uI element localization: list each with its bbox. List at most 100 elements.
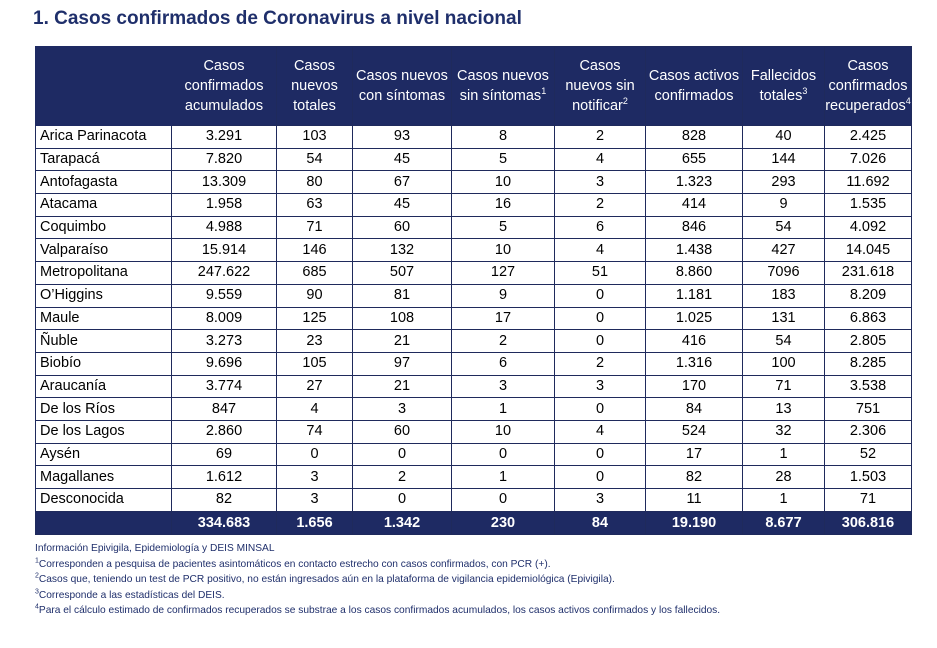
value-cell: 0 — [451, 488, 555, 512]
footnote-number: 2 — [35, 572, 39, 580]
value-cell: 144 — [742, 147, 825, 172]
footnote-line: Información Epivigila, Epidemiología y D… — [35, 541, 720, 557]
footnote-number: 4 — [35, 603, 39, 611]
value-cell: 4 — [554, 238, 646, 263]
table-row: Arica Parinacota 3.291 103 93 8 2 828 40 2.425 — [35, 125, 912, 149]
value-cell: 81 — [352, 283, 452, 308]
column-header: Fallecidos totales3 — [742, 46, 825, 126]
region-name-cell: Antofagasta — [35, 170, 172, 195]
value-cell: 3 — [276, 465, 353, 489]
value-cell: 71 — [824, 488, 912, 512]
column-header: Casos activos confirmados — [645, 46, 743, 126]
value-cell: 3 — [352, 397, 452, 421]
footnote-marker: 2 — [622, 96, 628, 107]
value-cell: 416 — [645, 329, 743, 353]
value-cell: 0 — [554, 329, 646, 353]
value-cell: 1.316 — [645, 351, 743, 376]
value-cell: 105 — [276, 351, 353, 376]
value-cell: 1.535 — [824, 193, 912, 217]
value-cell: 14.045 — [824, 238, 912, 263]
total-value-cell: 306.816 — [824, 510, 912, 535]
value-cell: 4 — [554, 419, 646, 444]
region-name-cell: Desconocida — [35, 488, 172, 512]
value-cell: 3 — [554, 374, 646, 399]
value-cell: 0 — [554, 306, 646, 331]
value-cell: 82 — [645, 465, 743, 489]
table-row: De los Ríos 847 4 3 1 0 84 13 751 — [35, 397, 912, 421]
table-row: Araucanía 3.774 27 21 3 3 170 71 3.538 — [35, 374, 912, 399]
column-header: Casos nuevos sin síntomas1 — [451, 46, 555, 126]
footnote-marker: 3 — [802, 86, 808, 97]
value-cell: 183 — [742, 283, 825, 308]
footnote-text: Corresponden a pesquisa de pacientes asi… — [38, 558, 551, 570]
value-cell: 2.805 — [824, 329, 912, 353]
table-row: Tarapacá 7.820 54 45 5 4 655 144 7.026 — [35, 147, 912, 172]
value-cell: 1 — [742, 442, 825, 467]
value-cell: 45 — [352, 193, 452, 217]
table-row: Ñuble 3.273 23 21 2 0 416 54 2.805 — [35, 329, 912, 353]
value-cell: 3 — [276, 488, 353, 512]
table-row: Antofagasta 13.309 80 67 10 3 1.323 293 11.692 — [35, 170, 912, 195]
value-cell: 132 — [352, 238, 452, 263]
footnote-text: Corresponde a las estadísticas del DEIS. — [38, 589, 225, 601]
value-cell: 54 — [276, 147, 353, 172]
value-cell: 7096 — [742, 261, 825, 285]
value-cell: 103 — [276, 125, 353, 149]
table-row: Biobío 9.696 105 97 6 2 1.316 100 8.285 — [35, 351, 912, 376]
column-header-text: Casos nuevos sin notificar — [565, 58, 635, 114]
value-cell: 8.209 — [824, 283, 912, 308]
region-name-cell: Biobío — [35, 351, 172, 376]
value-cell: 90 — [276, 283, 353, 308]
total-value-cell: 334.683 — [171, 510, 277, 535]
footnote-number: 1 — [35, 557, 39, 565]
region-name-cell: Metropolitana — [35, 261, 172, 285]
value-cell: 0 — [554, 465, 646, 489]
value-cell: 0 — [554, 442, 646, 467]
value-cell: 0 — [554, 283, 646, 308]
value-cell: 0 — [451, 442, 555, 467]
value-cell: 69 — [171, 442, 277, 467]
footnote-text: Información Epivigila, Epidemiología y D… — [35, 543, 275, 554]
value-cell: 7.820 — [171, 147, 277, 172]
value-cell: 293 — [742, 170, 825, 195]
region-name-cell: De los Lagos — [35, 419, 172, 444]
table-row: Atacama 1.958 63 45 16 2 414 9 1.535 — [35, 193, 912, 217]
column-header: Casos nuevos con síntomas — [352, 46, 452, 126]
region-name-cell: Aysén — [35, 442, 172, 467]
value-cell: 1.438 — [645, 238, 743, 263]
footnote-text: Para el cálculo estimado de confirmados … — [38, 605, 721, 617]
value-cell: 7.026 — [824, 147, 912, 172]
value-cell: 4.988 — [171, 215, 277, 240]
value-cell: 4 — [554, 147, 646, 172]
footnote-marker: 1 — [541, 86, 547, 97]
value-cell: 10 — [451, 419, 555, 444]
value-cell: 2.425 — [824, 125, 912, 149]
column-header-text: Casos nuevos totales — [291, 58, 338, 114]
value-cell: 828 — [645, 125, 743, 149]
value-cell: 60 — [352, 215, 452, 240]
value-cell: 67 — [352, 170, 452, 195]
value-cell: 0 — [276, 442, 353, 467]
column-header-text: Casos nuevos con síntomas — [356, 68, 448, 104]
value-cell: 3.273 — [171, 329, 277, 353]
column-header: Casos confirmados acumulados — [171, 46, 277, 126]
value-cell: 27 — [276, 374, 353, 399]
value-cell: 1.503 — [824, 465, 912, 489]
value-cell: 8.285 — [824, 351, 912, 376]
value-cell: 40 — [742, 125, 825, 149]
value-cell: 127 — [451, 261, 555, 285]
value-cell: 3 — [451, 374, 555, 399]
footnote-number: 3 — [35, 588, 39, 596]
totals-row: 334.683 1.656 1.342 230 84 19.190 8.677 306.816 — [35, 510, 912, 535]
value-cell: 846 — [645, 215, 743, 240]
value-cell: 82 — [171, 488, 277, 512]
total-value-cell: 1.342 — [352, 510, 452, 535]
value-cell: 524 — [645, 419, 743, 444]
value-cell: 655 — [645, 147, 743, 172]
value-cell: 0 — [352, 488, 452, 512]
value-cell: 63 — [276, 193, 353, 217]
value-cell: 1.612 — [171, 465, 277, 489]
value-cell: 6.863 — [824, 306, 912, 331]
column-header-text: Casos confirmados recuperados — [825, 58, 908, 114]
value-cell: 54 — [742, 329, 825, 353]
